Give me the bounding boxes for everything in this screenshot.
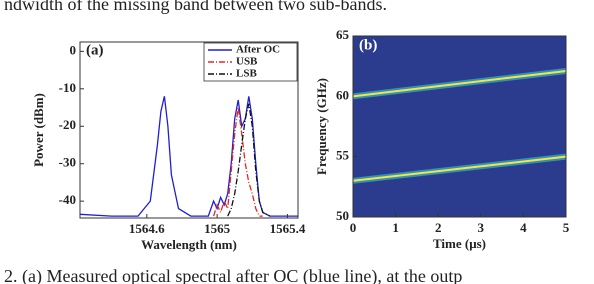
spectral-line (352, 70, 567, 98)
plot-frame (79, 41, 299, 219)
y-tick-label: -40 (59, 192, 76, 207)
series-line (227, 103, 271, 217)
x-tick-label: 1564.6 (129, 221, 165, 236)
x-tick-label: 2 (435, 220, 442, 235)
y-axis-label: Power (dBm) (31, 93, 46, 167)
y-tick-label: -10 (59, 80, 76, 95)
x-tick-label: 0 (350, 220, 357, 235)
spectrogram-background (353, 36, 566, 217)
legend-label: LSB (236, 68, 257, 80)
y-tick-label: -20 (59, 117, 76, 132)
y-tick-label: 60 (336, 87, 349, 102)
x-tick-label: 1565 (204, 221, 231, 236)
panel-label: (b) (359, 37, 377, 53)
x-axis-label: Wavelength (nm) (141, 237, 237, 252)
y-tick-label: -30 (59, 155, 76, 170)
x-tick-label: 1565.4 (270, 221, 306, 236)
caption: 2. (a) Measured optical spectral after O… (4, 266, 462, 284)
header-text: ndwidth of the missing band between two … (4, 0, 387, 14)
series-line (212, 107, 263, 217)
panel-label: (a) (86, 42, 104, 58)
plot-frame (352, 35, 567, 218)
spectral-line (352, 155, 567, 182)
legend-label: USB (236, 56, 258, 68)
x-axis-label: Time (μs) (433, 236, 486, 251)
y-tick-label: 0 (70, 42, 77, 57)
x-tick-label: 5 (563, 220, 570, 235)
x-tick-label: 4 (520, 220, 527, 235)
y-tick-label: 55 (336, 148, 350, 163)
x-tick-label: 3 (478, 220, 485, 235)
y-tick-label: 50 (336, 208, 349, 223)
y-tick-label: 65 (336, 27, 350, 42)
x-tick-label: 1 (392, 220, 399, 235)
series-line (79, 96, 298, 217)
y-axis-label: Frequency (GHz) (314, 78, 329, 175)
legend-label: After OC (236, 44, 280, 56)
